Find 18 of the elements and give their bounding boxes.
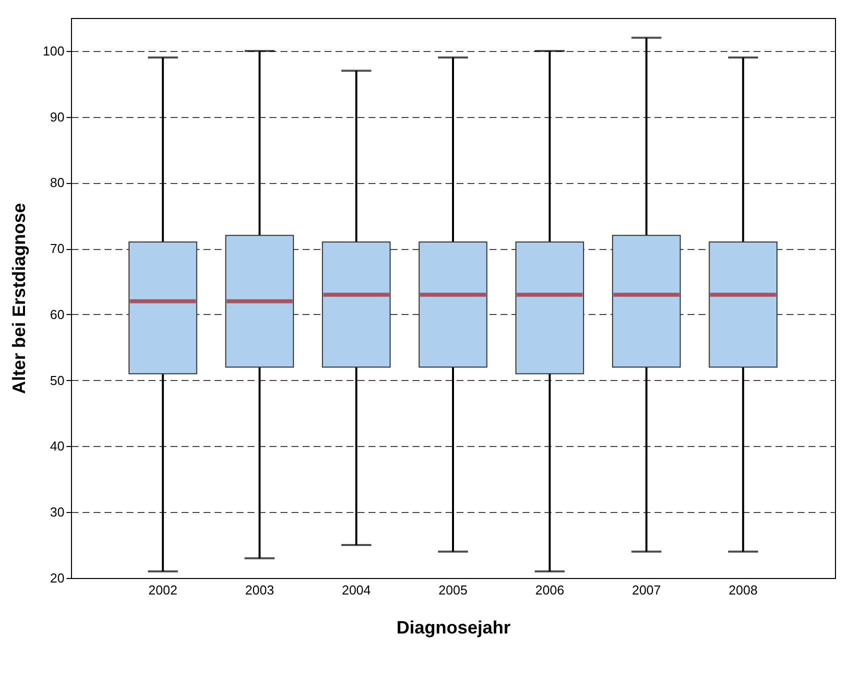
y-tick-label: 40 — [50, 438, 64, 454]
x-tick-label: 2003 — [245, 582, 274, 598]
x-tick-label: 2006 — [535, 582, 564, 598]
y-tick-label: 100 — [42, 43, 64, 58]
y-tick-label: 30 — [50, 504, 64, 520]
x-tick-label: 2004 — [342, 582, 371, 598]
x-tick-label: 2008 — [728, 582, 758, 598]
y-tick-label: 90 — [50, 109, 64, 124]
x-tick-label: 2002 — [148, 582, 178, 598]
y-axis-title: Alter bei Erstdiagnose — [8, 202, 29, 394]
x-axis-title: Diagnosejahr — [396, 618, 511, 638]
y-tick-label: 60 — [50, 306, 64, 322]
x-tick-label: 2005 — [438, 582, 468, 598]
y-tick-label: 50 — [50, 372, 64, 388]
x-tick-label: 2007 — [632, 582, 661, 598]
y-tick-label: 70 — [50, 241, 64, 256]
y-tick-label: 80 — [50, 175, 64, 190]
y-tick-label: 20 — [50, 570, 64, 586]
